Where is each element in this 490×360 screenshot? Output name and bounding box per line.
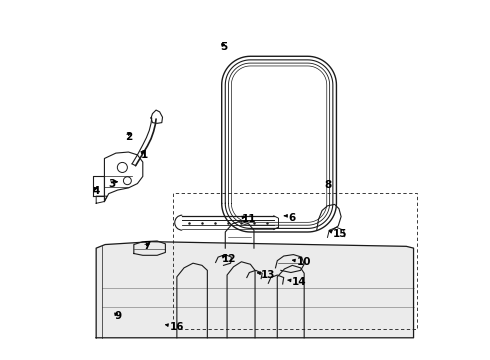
Text: 3: 3	[109, 179, 116, 189]
Text: 4: 4	[93, 186, 100, 196]
Polygon shape	[96, 242, 414, 338]
Text: 14: 14	[292, 277, 306, 287]
Text: 16: 16	[170, 322, 184, 332]
Text: 5: 5	[220, 42, 227, 52]
Text: 12: 12	[221, 254, 236, 264]
Text: 6: 6	[288, 213, 295, 222]
Text: 13: 13	[261, 270, 276, 280]
Text: 11: 11	[242, 215, 256, 224]
Text: 9: 9	[114, 311, 121, 321]
Text: 10: 10	[297, 257, 312, 267]
Text: 15: 15	[333, 229, 347, 239]
Text: 2: 2	[125, 132, 132, 142]
Text: 1: 1	[141, 150, 148, 160]
Text: 7: 7	[143, 241, 150, 251]
Bar	[173, 193, 417, 329]
Text: 8: 8	[324, 180, 331, 190]
